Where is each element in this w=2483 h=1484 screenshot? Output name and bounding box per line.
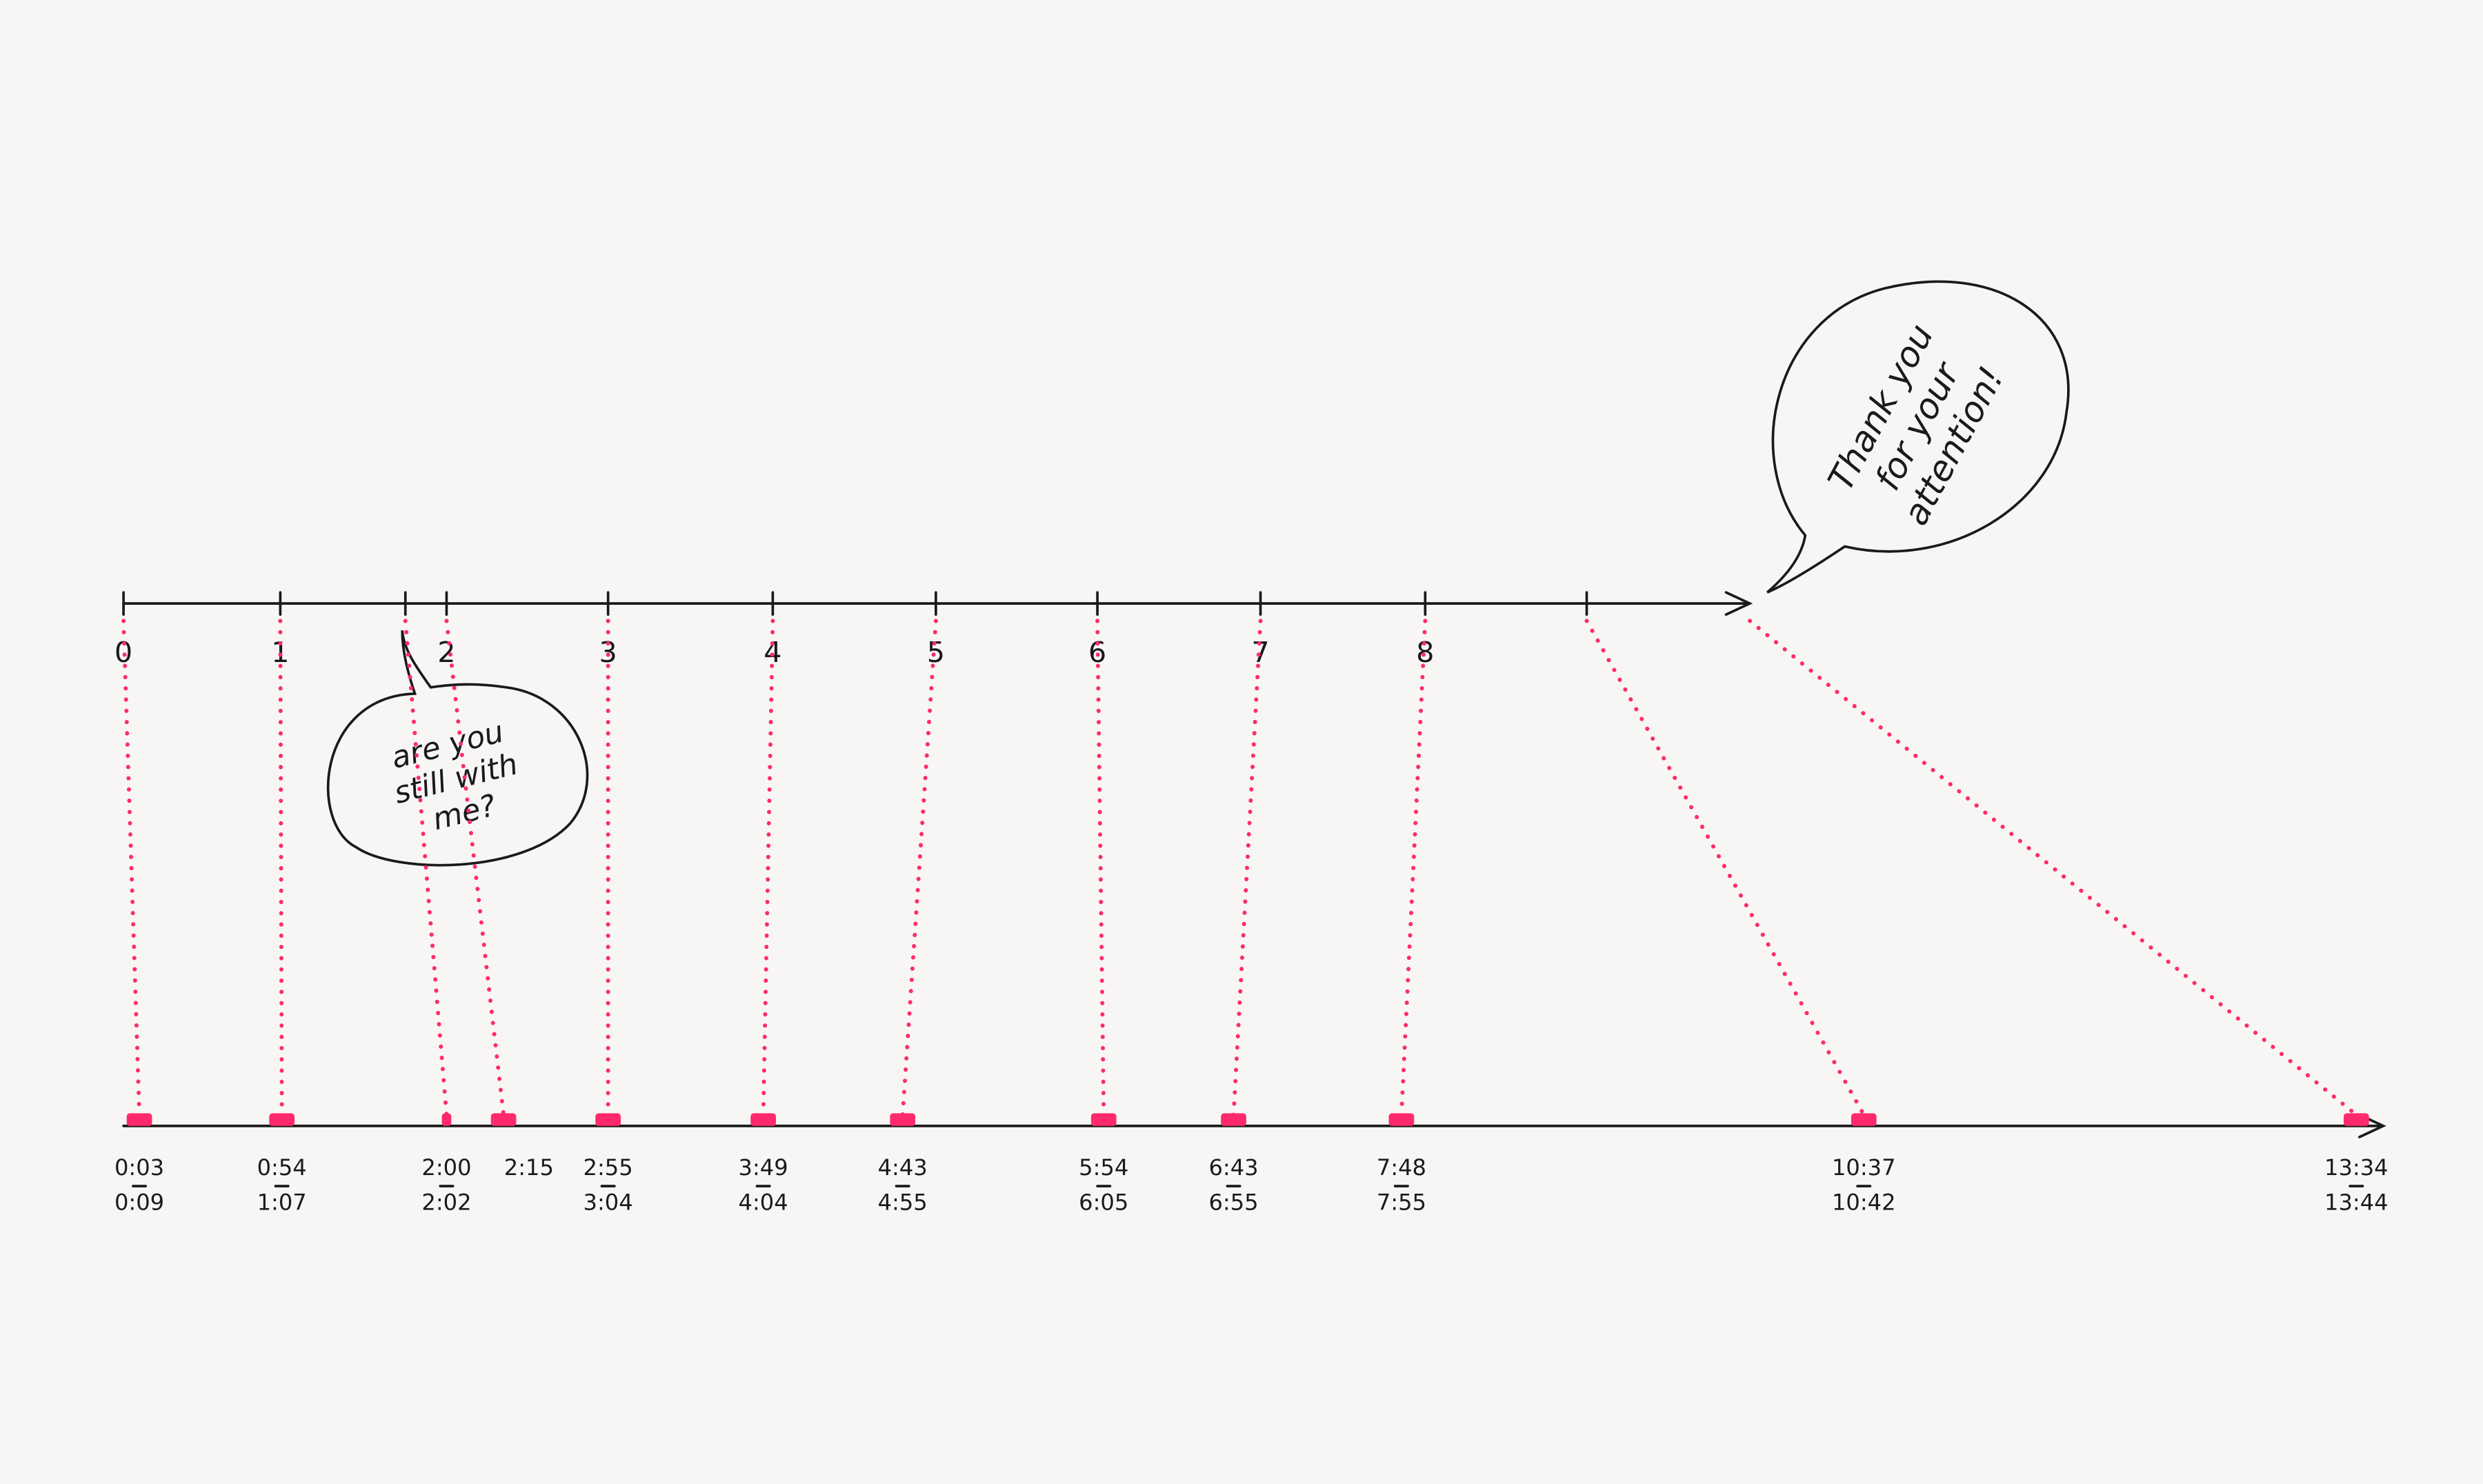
time-label: 2:00	[421, 1154, 471, 1181]
connector	[278, 619, 284, 1117]
time-mark	[595, 1113, 621, 1126]
time-label: 1:07	[257, 1189, 307, 1215]
time-label: 6:55	[1208, 1189, 1258, 1215]
time-mark	[1851, 1113, 1877, 1126]
time-mark	[269, 1113, 295, 1126]
time-label: 4:55	[878, 1189, 928, 1215]
time-mark	[1090, 1113, 1117, 1126]
time-label: 0:03	[114, 1154, 164, 1181]
bubble-outline	[1766, 280, 2070, 594]
time-label: 4:43	[878, 1154, 928, 1181]
tick-label: 2	[437, 636, 455, 669]
connector	[1399, 619, 1428, 1117]
time-label: 13:44	[2324, 1189, 2389, 1215]
time-label: 6:43	[1208, 1154, 1258, 1181]
time-label: 13:34	[2324, 1154, 2389, 1181]
time-label: 6:05	[1079, 1189, 1128, 1215]
time-label: 5:54	[1079, 1154, 1128, 1181]
time-mark	[750, 1113, 776, 1126]
connector	[761, 619, 775, 1117]
time-mark	[1388, 1113, 1415, 1126]
time-mark	[890, 1113, 916, 1126]
tick-label: 5	[927, 636, 945, 669]
connector	[121, 619, 142, 1117]
connector	[444, 619, 506, 1117]
time-mark	[2343, 1113, 2369, 1126]
connector	[1095, 619, 1106, 1117]
time-mark	[1221, 1113, 1246, 1126]
tick-label: 8	[1416, 636, 1434, 669]
connector	[1231, 619, 1263, 1117]
time-label: 0:09	[114, 1189, 164, 1215]
tick-label: 0	[114, 636, 132, 669]
connector	[1584, 619, 1866, 1117]
tick-label: 7	[1251, 636, 1269, 669]
time-label: 7:48	[1377, 1154, 1426, 1181]
connector	[1748, 619, 2359, 1117]
time-label: 2:02	[421, 1189, 471, 1215]
top-axis-arrow	[1724, 591, 1753, 616]
bubble-outline	[326, 630, 589, 867]
time-label: 7:55	[1377, 1189, 1426, 1215]
time-mark	[490, 1113, 517, 1126]
time-label: 0:54	[257, 1154, 307, 1181]
time-mark	[441, 1113, 452, 1126]
connector	[403, 619, 449, 1117]
time-label: 10:37	[1832, 1154, 1896, 1181]
time-label: 2:15	[504, 1154, 554, 1181]
time-label: 4:04	[739, 1189, 788, 1215]
time-mark	[126, 1113, 152, 1126]
time-label: 3:04	[584, 1189, 633, 1215]
time-label: 2:55	[584, 1154, 633, 1181]
time-label: 10:42	[1832, 1189, 1896, 1215]
time-label: 3:49	[739, 1154, 788, 1181]
connector	[900, 619, 938, 1117]
